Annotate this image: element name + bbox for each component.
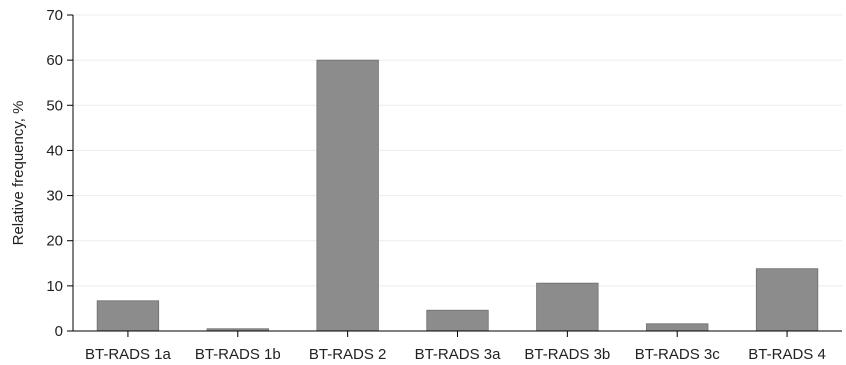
y-tick-label: 70 <box>46 7 63 24</box>
x-tick-label: BT-RADS 1a <box>85 346 172 363</box>
y-tick-label: 30 <box>46 188 63 205</box>
grid-lines <box>73 14 842 287</box>
bar <box>426 309 489 332</box>
bar <box>316 59 379 332</box>
bar <box>96 300 160 332</box>
y-tick-label: 0 <box>55 323 63 340</box>
x-tick-label: BT-RADS 4 <box>748 346 826 363</box>
bar <box>536 282 599 332</box>
x-tick-label: BT-RADS 2 <box>309 346 387 363</box>
bar <box>646 323 709 332</box>
y-tick-label: 50 <box>46 97 63 114</box>
x-tick-label: BT-RADS 1b <box>195 346 281 363</box>
bar <box>755 268 819 332</box>
x-tick-label: BT-RADS 3c <box>635 346 721 363</box>
x-axis-ticks: BT-RADS 1a BT-RADS 1b BT-RADS 2 BT-RADS 3a B… <box>85 331 826 363</box>
y-axis-ticks: 0 10 20 30 40 50 60 70 <box>46 7 73 340</box>
y-tick-label: 10 <box>46 278 63 295</box>
y-tick-label: 20 <box>46 233 63 250</box>
x-tick-label: BT-RADS 3a <box>415 346 502 363</box>
axes <box>72 15 842 332</box>
y-tick-label: 40 <box>46 142 63 159</box>
bars <box>96 59 819 332</box>
x-tick-label: BT-RADS 3b <box>524 346 610 363</box>
y-axis-title: Relative frequency, % <box>10 101 27 246</box>
y-tick-label: 60 <box>46 52 63 69</box>
